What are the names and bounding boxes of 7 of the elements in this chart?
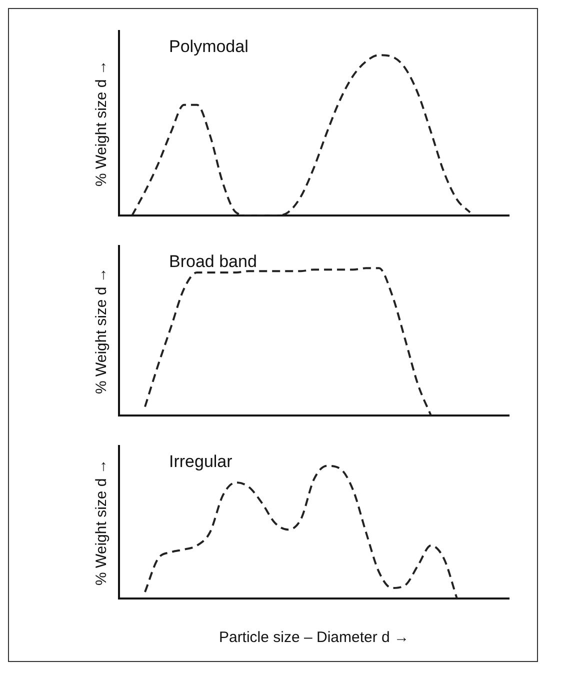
y-axis-title: % Weight size d → bbox=[93, 268, 110, 394]
chart-title: Polymodal bbox=[169, 37, 248, 56]
x-axis-title: Particle size – Diameter d → bbox=[218, 629, 410, 646]
chart-title: Broad band bbox=[169, 252, 257, 272]
y-axis-title: % Weight size d → bbox=[93, 459, 110, 586]
y-axis-title: % Weight size d → bbox=[93, 60, 110, 187]
chart-title: Irregular bbox=[169, 452, 233, 472]
